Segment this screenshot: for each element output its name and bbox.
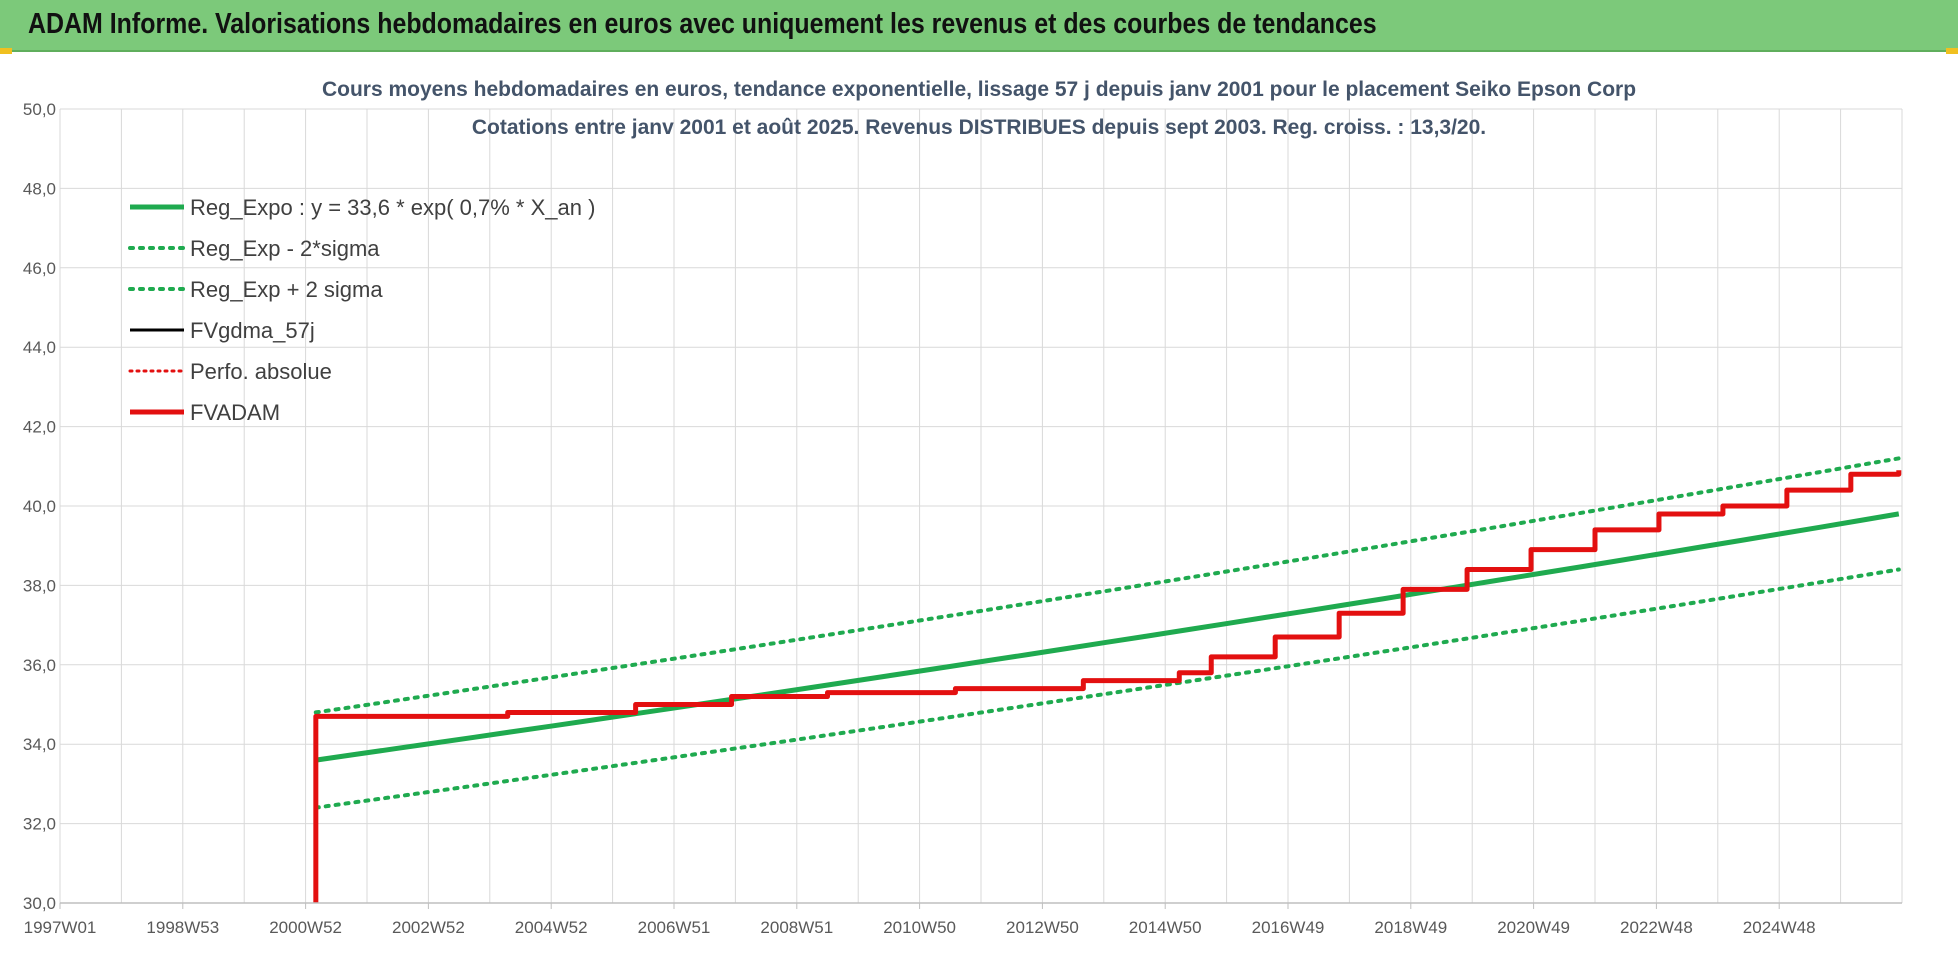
x-tick-label: 2000W52 [269,918,342,937]
x-tick-label: 2004W52 [515,918,588,937]
chart-axes: 30,0 32,0 34,0 36,0 38,0 40,0 42,0 44,0 46,0 48,0… [23,100,1902,937]
x-tick-label: 2022W48 [1620,918,1693,937]
legend-label: Perfo. absolue [190,359,332,384]
legend-label: FVgdma_57j [190,318,315,343]
x-tick-label: 2020W49 [1497,918,1570,937]
series-line-reg-exp-minus-2sigma [313,567,1901,810]
x-tick-label: 2014W50 [1129,918,1202,937]
x-tick-label: 2010W50 [883,918,956,937]
legend-label: Reg_Exp + 2 sigma [190,277,383,302]
y-tick-label: 42,0 [23,418,56,437]
y-tick-label: 32,0 [23,815,56,834]
legend-label: FVADAM [190,400,280,425]
x-tick-label: 2012W50 [1006,918,1079,937]
x-tick-label: 2024W48 [1743,918,1816,937]
x-tick-label: 2008W51 [760,918,833,937]
series-line-fvadam [313,470,1902,903]
y-tick-label: 34,0 [23,735,56,754]
y-tick-label: 38,0 [23,576,56,595]
series-line-reg-expo [315,511,1900,763]
x-tick-label: 1997W01 [24,918,97,937]
x-tick-label: 2018W49 [1374,918,1447,937]
chart-title: Cours moyens hebdomadaires en euros, ten… [322,78,1636,101]
x-tick-label: 2002W52 [392,918,465,937]
chart-legend: Reg_Expo : y = 33,6 * exp( 0,7% * X_an )… [128,195,595,425]
y-tick-label: 50,0 [23,100,56,119]
corner-mark-left [0,48,12,54]
page-title: ADAM Informe. Valorisations hebdomadaire… [28,8,1377,40]
y-tick-label: 44,0 [23,338,56,357]
y-tick-label: 46,0 [23,259,56,278]
chart-subtitle: Cotations entre janv 2001 et août 2025. … [472,116,1486,139]
chart-grid [59,108,1903,904]
header-bar: ADAM Informe. Valorisations hebdomadaire… [0,0,1958,52]
chart: 30,0 32,0 34,0 36,0 38,0 40,0 42,0 44,0 46,0 48,0… [23,78,1903,937]
x-tick-label: 1998W53 [146,918,219,937]
series-line-reg-exp-plus-2sigma [313,456,1901,715]
legend-label: Reg_Expo : y = 33,6 * exp( 0,7% * X_an ) [190,195,595,220]
corner-mark-right [1946,48,1958,54]
y-tick-label: 48,0 [23,179,56,198]
chart-series [313,456,1902,903]
y-tick-label: 30,0 [23,894,56,913]
y-tick-label: 40,0 [23,497,56,516]
x-tick-label: 2016W49 [1252,918,1325,937]
y-tick-label: 36,0 [23,656,56,675]
x-tick-label: 2006W51 [638,918,711,937]
legend-label: Reg_Exp - 2*sigma [190,236,380,261]
